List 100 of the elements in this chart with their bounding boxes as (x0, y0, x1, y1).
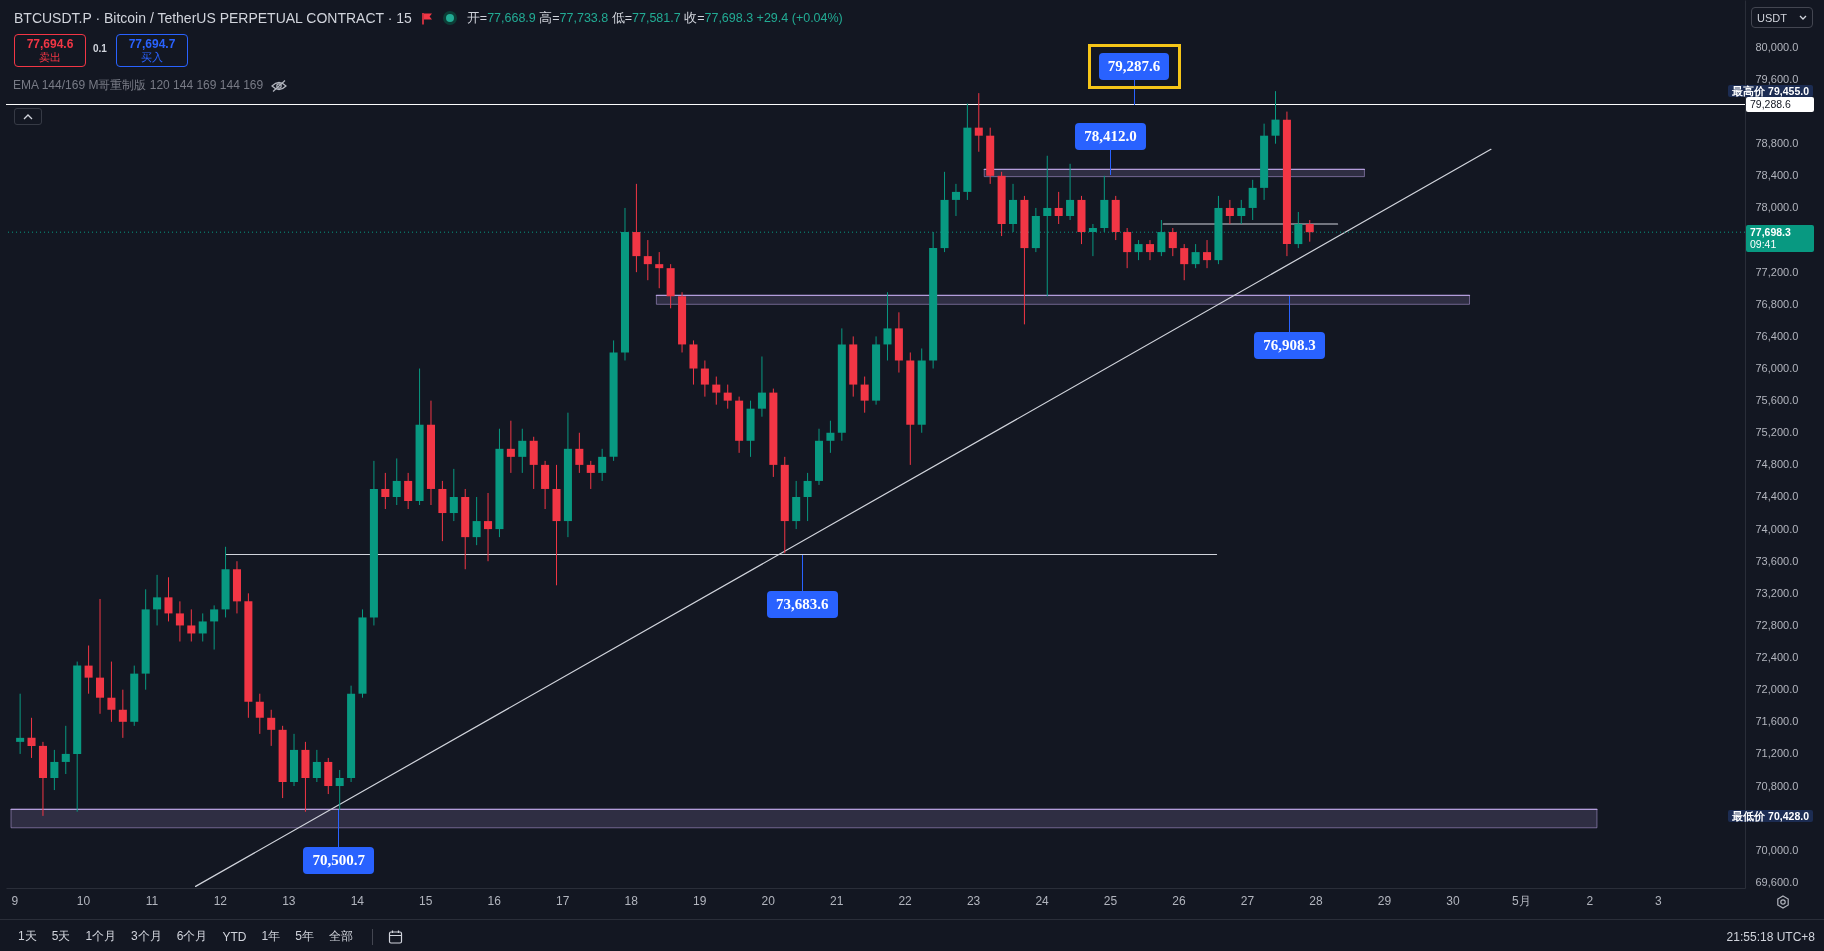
text: YTD (222, 929, 247, 944)
text: 开=77,668.9 高=77,733.8 低=77,581.7 收=77,698.3 +29.4 (+0.04%) (466, 10, 843, 25)
x-tick-label: 26 (1172, 893, 1186, 908)
candlestick (1134, 239, 1143, 261)
y-tick-label: 80,000.0 (1755, 40, 1799, 53)
x-tick-label: 2 (1586, 893, 1594, 908)
x-tick-label: 29 (1377, 893, 1392, 908)
candlestick (1237, 199, 1246, 225)
candlestick (153, 574, 162, 626)
candlestick (1145, 239, 1154, 261)
candlestick (107, 661, 116, 723)
candlestick (1305, 219, 1314, 243)
sell-button: 77,694.6 卖出 (14, 34, 86, 67)
text: 全部 (328, 928, 353, 945)
text: 21:55:18 UTC+8 (1726, 930, 1815, 944)
text: 1个月 (85, 928, 117, 945)
x-tick-label: 24 (1035, 893, 1050, 908)
x-tick-label: 3 (1654, 893, 1662, 908)
candlestick (1191, 243, 1200, 269)
y-tick-label: 71,600.0 (1755, 715, 1799, 728)
text: 5年 (295, 928, 314, 945)
candlestick (1123, 227, 1132, 269)
annotation: 77,694.7 (128, 36, 176, 51)
x-tick-label: 22 (898, 893, 913, 908)
candlestick (1168, 227, 1177, 257)
y-tick-label: 76,400.0 (1755, 329, 1799, 342)
x-tick-label: 28 (1309, 893, 1323, 908)
candlestick (1271, 90, 1280, 145)
candlestick (84, 645, 93, 695)
x-tick-label: 20 (761, 893, 776, 908)
y-tick-label: 73,200.0 (1755, 586, 1799, 599)
candlestick (210, 604, 219, 651)
x-tick-label: 18 (624, 893, 639, 908)
x-tick-label: 11 (145, 893, 159, 908)
y-tick-label: 77,200.0 (1755, 265, 1799, 278)
text: 1天 (18, 928, 37, 945)
y-tick-label: 72,000.0 (1755, 683, 1799, 696)
x-tick-label: 16 (487, 893, 502, 908)
y-tick-label: 72,800.0 (1755, 618, 1799, 631)
annotation: 70,500.7 (303, 846, 374, 874)
text: 5天 (51, 928, 71, 945)
y-tick-label: 78,000.0 (1755, 201, 1799, 214)
candlestick (175, 600, 184, 643)
annotation: 79,287.6 (1098, 53, 1170, 81)
candlestick (643, 239, 652, 281)
y-tick-label: 78,400.0 (1755, 169, 1799, 182)
y-tick-label: 76,800.0 (1755, 297, 1799, 310)
y-tick-label: 71,200.0 (1755, 747, 1799, 760)
candlestick (883, 291, 892, 361)
text: 3个月 (131, 928, 162, 945)
x-tick-label: 19 (693, 893, 707, 908)
candlestick (61, 725, 70, 775)
candlestick (1248, 179, 1257, 221)
x-tick-label: 10 (76, 893, 91, 908)
y-tick-label: 73,600.0 (1755, 554, 1799, 567)
candlestick (267, 709, 276, 747)
candlestick (506, 420, 515, 474)
annotation: 卖出 (39, 50, 61, 64)
candlestick (826, 420, 835, 454)
candlestick (16, 693, 25, 755)
candlestick (381, 472, 390, 510)
candlestick (803, 472, 812, 522)
x-tick-label: 17 (556, 893, 570, 908)
candlestick (951, 183, 960, 217)
ref-line-label: 77,698.3 (1750, 226, 1792, 239)
annotation: 76,908.3 (1254, 332, 1325, 360)
candlestick (757, 355, 766, 418)
annotation: 最高价 79,455.0 (1728, 85, 1813, 98)
candlestick (712, 376, 721, 406)
candlestick (96, 598, 105, 715)
x-tick-label: 15 (419, 893, 433, 908)
x-tick-label: 14 (350, 893, 365, 908)
text: 1年 (261, 928, 281, 945)
candlestick (164, 576, 173, 622)
candlestick (312, 749, 321, 783)
y-tick-label: 79,600.0 (1755, 72, 1799, 85)
y-tick-label: 76,000.0 (1755, 362, 1799, 375)
text: 09:41 (1750, 238, 1778, 251)
candlestick (1203, 239, 1212, 269)
y-tick-label: 75,600.0 (1755, 394, 1799, 407)
candlestick (655, 251, 664, 289)
candlestick (1225, 199, 1234, 225)
candlestick (575, 432, 584, 474)
y-tick-label: 70,000.0 (1755, 843, 1799, 856)
candlestick (1180, 243, 1189, 281)
annotation: 买入 (141, 50, 163, 64)
y-tick-label: 78,800.0 (1755, 137, 1799, 150)
x-tick-label: 13 (282, 893, 296, 908)
annotation: EMA 144/169 M哥重制版 120 144 169 144 169 (13, 77, 264, 94)
candlestick (598, 448, 607, 482)
y-tick-label: 75,200.0 (1755, 426, 1799, 439)
annotation: 78,412.0 (1075, 123, 1146, 151)
candlestick (335, 769, 344, 811)
candlestick (484, 492, 493, 562)
x-tick-label: 30 (1446, 893, 1460, 908)
candlestick (1054, 191, 1063, 225)
buy-button: 77,694.7 买入 (116, 34, 188, 67)
candlestick (974, 92, 983, 153)
x-tick-label: 27 (1240, 893, 1255, 908)
annotation: 73,683.6 (767, 591, 838, 618)
